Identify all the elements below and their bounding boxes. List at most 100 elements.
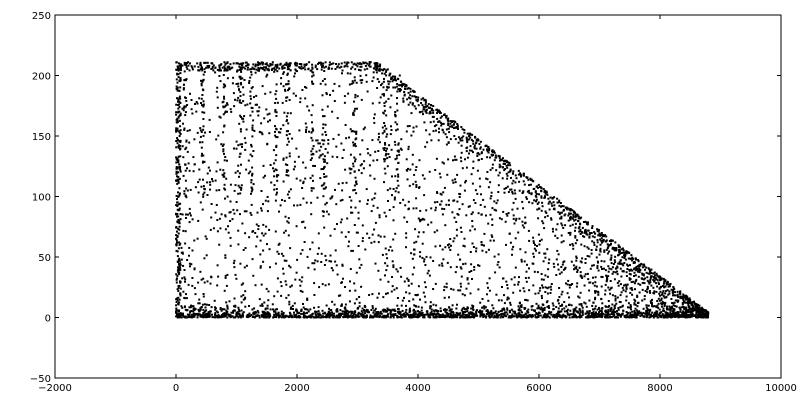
scatter-point bbox=[283, 199, 286, 202]
scatter-point bbox=[469, 312, 472, 315]
scatter-point bbox=[472, 142, 475, 145]
scatter-point bbox=[297, 155, 300, 158]
scatter-point bbox=[454, 181, 457, 184]
scatter-point bbox=[185, 99, 188, 102]
scatter-point bbox=[476, 309, 479, 312]
scatter-point bbox=[384, 143, 387, 146]
scatter-point bbox=[175, 61, 178, 64]
scatter-point bbox=[364, 64, 367, 67]
scatter-point bbox=[353, 188, 356, 191]
scatter-point bbox=[324, 83, 327, 86]
scatter-point bbox=[209, 310, 212, 313]
scatter-point bbox=[433, 231, 436, 234]
scatter-point bbox=[391, 194, 393, 197]
scatter-point bbox=[216, 311, 219, 314]
scatter-point bbox=[335, 145, 338, 148]
scatter-point bbox=[530, 192, 533, 195]
scatter-point bbox=[223, 187, 226, 190]
scatter-point bbox=[423, 313, 426, 316]
scatter-point bbox=[229, 108, 232, 111]
scatter-point bbox=[471, 133, 474, 136]
scatter-point bbox=[243, 79, 246, 81]
scatter-point bbox=[205, 66, 208, 69]
scatter-point bbox=[595, 248, 598, 251]
scatter-point bbox=[412, 316, 415, 319]
scatter-point bbox=[202, 154, 205, 157]
scatter-point bbox=[382, 68, 385, 71]
scatter-point bbox=[274, 262, 277, 265]
scatter-point bbox=[279, 62, 282, 65]
scatter-point bbox=[204, 303, 206, 306]
scatter-point bbox=[202, 277, 205, 280]
scatter-point bbox=[350, 61, 353, 64]
scatter-point bbox=[387, 80, 390, 83]
scatter-point bbox=[616, 270, 619, 273]
scatter-point bbox=[266, 64, 269, 67]
scatter-point bbox=[587, 278, 590, 281]
scatter-point bbox=[539, 308, 542, 311]
scatter-point bbox=[383, 147, 386, 149]
scatter-point bbox=[181, 252, 184, 255]
scatter-point bbox=[301, 187, 304, 189]
scatter-point bbox=[580, 261, 583, 264]
scatter-point bbox=[400, 314, 403, 317]
scatter-point bbox=[552, 308, 555, 310]
scatter-point bbox=[505, 280, 508, 283]
scatter-point bbox=[568, 313, 571, 316]
scatter-point bbox=[551, 196, 554, 199]
scatter-point bbox=[177, 259, 180, 262]
scatter-point bbox=[396, 123, 399, 126]
scatter-point bbox=[396, 270, 399, 273]
scatter-point bbox=[580, 303, 583, 305]
scatter-point bbox=[336, 117, 339, 120]
scatter-point bbox=[177, 209, 180, 212]
scatter-point bbox=[658, 292, 661, 295]
scatter-point bbox=[357, 307, 359, 310]
scatter-point bbox=[649, 291, 652, 294]
scatter-point bbox=[506, 174, 509, 177]
scatter-point bbox=[175, 85, 178, 88]
scatter-point bbox=[633, 310, 636, 313]
scatter-point bbox=[269, 64, 272, 67]
scatter-point bbox=[411, 95, 414, 98]
scatter-point bbox=[239, 262, 242, 265]
scatter-point bbox=[536, 245, 538, 247]
scatter-point bbox=[289, 266, 292, 269]
scatter-point bbox=[221, 315, 223, 318]
scatter-point bbox=[532, 242, 535, 244]
scatter-point bbox=[409, 316, 412, 319]
scatter-point bbox=[179, 141, 182, 144]
scatter-point bbox=[545, 316, 548, 319]
scatter-point bbox=[269, 266, 271, 269]
scatter-point bbox=[243, 210, 246, 213]
scatter-point bbox=[690, 315, 693, 318]
scatter-point bbox=[396, 83, 399, 85]
scatter-point bbox=[561, 224, 564, 227]
scatter-point bbox=[669, 315, 672, 318]
scatter-point bbox=[399, 80, 402, 83]
scatter-point bbox=[374, 221, 377, 224]
scatter-point bbox=[179, 133, 182, 135]
scatter-point bbox=[654, 311, 657, 314]
scatter-point bbox=[580, 216, 583, 219]
scatter-point bbox=[398, 316, 401, 319]
scatter-point bbox=[468, 134, 471, 137]
scatter-point bbox=[286, 96, 289, 99]
scatter-point bbox=[476, 169, 479, 172]
scatter-point bbox=[546, 275, 549, 278]
scatter-point bbox=[243, 115, 246, 118]
scatter-point bbox=[281, 67, 284, 70]
scatter-point bbox=[259, 266, 262, 269]
scatter-point bbox=[397, 184, 400, 187]
scatter-point bbox=[337, 315, 340, 318]
scatter-point bbox=[389, 309, 391, 312]
scatter-point bbox=[590, 252, 593, 255]
scatter-point bbox=[545, 313, 548, 316]
scatter-point bbox=[441, 264, 444, 267]
scatter-point bbox=[340, 218, 343, 221]
scatter-point bbox=[608, 288, 611, 291]
scatter-point bbox=[415, 166, 418, 168]
scatter-point bbox=[634, 267, 637, 270]
scatter-point bbox=[323, 264, 326, 266]
scatter-point bbox=[688, 315, 691, 318]
